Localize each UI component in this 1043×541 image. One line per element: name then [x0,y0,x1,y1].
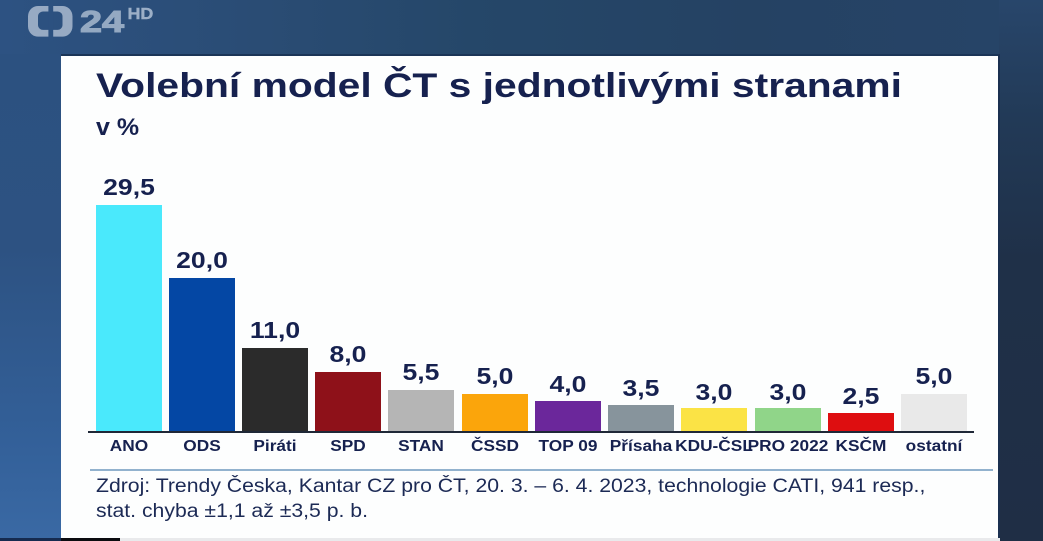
svg-text:24: 24 [80,5,124,39]
svg-text:HD: HD [128,5,154,23]
